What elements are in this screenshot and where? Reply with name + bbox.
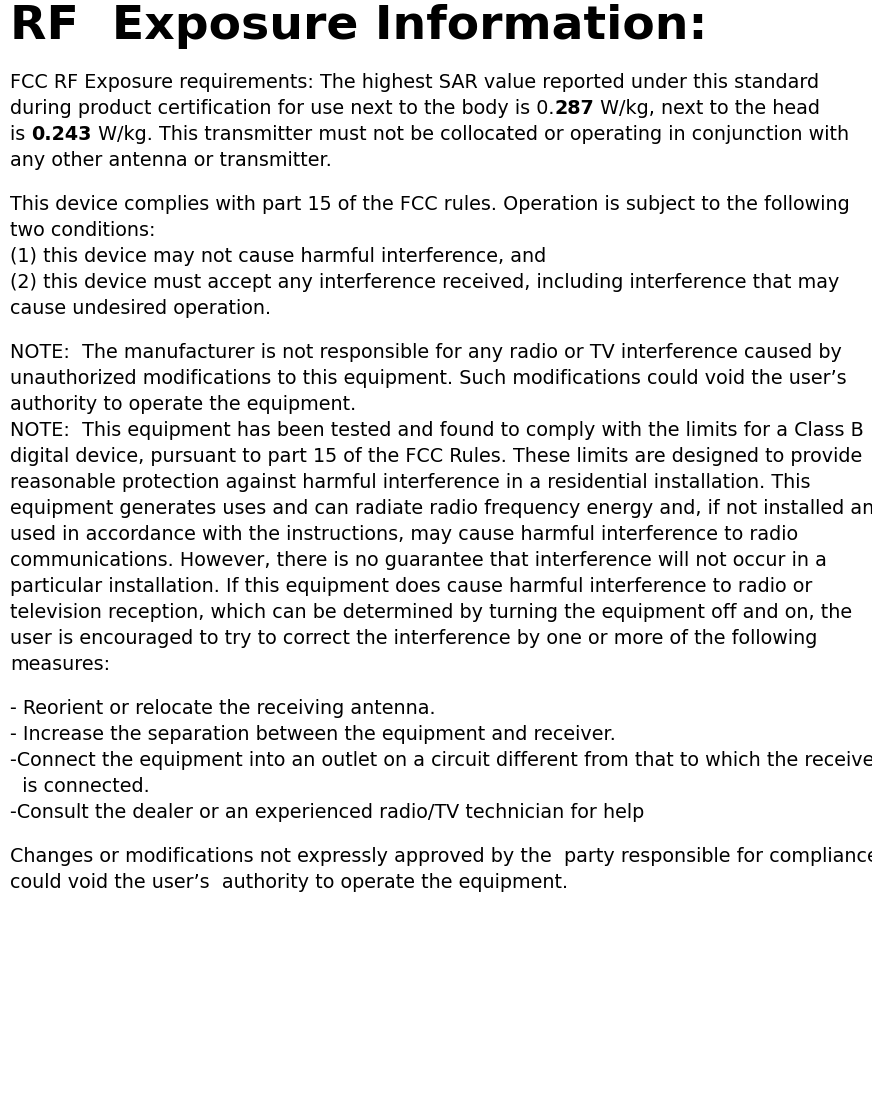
Text: RF  Exposure Information:: RF Exposure Information: <box>10 4 707 49</box>
Text: This device complies with part 15 of the FCC rules. Operation is subject to the : This device complies with part 15 of the… <box>10 195 849 215</box>
Text: Changes or modifications not expressly approved by the  party responsible for co: Changes or modifications not expressly a… <box>10 847 872 867</box>
Text: FCC RF Exposure requirements: The highest SAR value reported under this standard: FCC RF Exposure requirements: The highes… <box>10 73 819 92</box>
Text: cause undesired operation.: cause undesired operation. <box>10 299 271 319</box>
Text: communications. However, there is no guarantee that interference will not occur : communications. However, there is no gua… <box>10 551 827 570</box>
Text: any other antenna or transmitter.: any other antenna or transmitter. <box>10 151 332 170</box>
Text: is: is <box>10 125 31 145</box>
Text: (1) this device may not cause harmful interference, and: (1) this device may not cause harmful in… <box>10 248 546 266</box>
Text: equipment generates uses and can radiate radio frequency energy and, if not inst: equipment generates uses and can radiate… <box>10 500 872 518</box>
Text: W/kg, next to the head: W/kg, next to the head <box>594 100 821 118</box>
Text: W/kg. This transmitter must not be collocated or operating in conjunction with: W/kg. This transmitter must not be collo… <box>92 125 848 145</box>
Text: authority to operate the equipment.: authority to operate the equipment. <box>10 396 357 414</box>
Text: (2) this device must accept any interference received, including interference th: (2) this device must accept any interfer… <box>10 273 840 293</box>
Text: television reception, which can be determined by turning the equipment off and o: television reception, which can be deter… <box>10 604 852 623</box>
Text: -Connect the equipment into an outlet on a circuit different from that to which : -Connect the equipment into an outlet on… <box>10 752 872 770</box>
Text: NOTE:  This equipment has been tested and found to comply with the limits for a : NOTE: This equipment has been tested and… <box>10 421 864 441</box>
Text: 287: 287 <box>555 100 594 118</box>
Text: user is encouraged to try to correct the interference by one or more of the foll: user is encouraged to try to correct the… <box>10 629 817 649</box>
Text: measures:: measures: <box>10 655 110 674</box>
Text: particular installation. If this equipment does cause harmful interference to ra: particular installation. If this equipme… <box>10 578 813 596</box>
Text: reasonable protection against harmful interference in a residential installation: reasonable protection against harmful in… <box>10 473 810 492</box>
Text: during product certification for use next to the body is 0.: during product certification for use nex… <box>10 100 555 118</box>
Text: used in accordance with the instructions, may cause harmful interference to radi: used in accordance with the instructions… <box>10 525 798 545</box>
Text: 0.243: 0.243 <box>31 125 92 145</box>
Text: unauthorized modifications to this equipment. Such modifications could void the : unauthorized modifications to this equip… <box>10 369 847 388</box>
Text: NOTE:  The manufacturer is not responsible for any radio or TV interference caus: NOTE: The manufacturer is not responsibl… <box>10 343 841 363</box>
Text: two conditions:: two conditions: <box>10 221 155 240</box>
Text: -Consult the dealer or an experienced radio/TV technician for help: -Consult the dealer or an experienced ra… <box>10 803 644 822</box>
Text: - Increase the separation between the equipment and receiver.: - Increase the separation between the eq… <box>10 726 616 744</box>
Text: - Reorient or relocate the receiving antenna.: - Reorient or relocate the receiving ant… <box>10 699 436 718</box>
Text: digital device, pursuant to part 15 of the FCC Rules. These limits are designed : digital device, pursuant to part 15 of t… <box>10 447 862 467</box>
Text: could void the user’s  authority to operate the equipment.: could void the user’s authority to opera… <box>10 874 569 892</box>
Text: is connected.: is connected. <box>10 777 150 797</box>
